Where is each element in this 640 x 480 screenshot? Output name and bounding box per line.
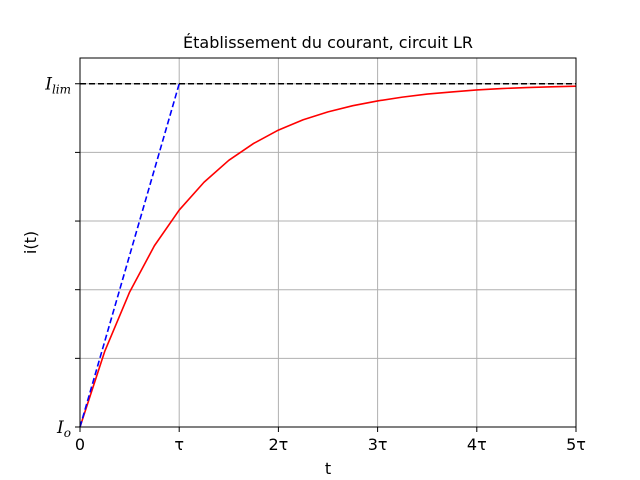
y-tick-label: Io bbox=[56, 418, 71, 440]
x-axis-label: t bbox=[325, 459, 331, 478]
series-line-1 bbox=[79, 83, 180, 428]
x-tick-label: 3τ bbox=[368, 435, 388, 454]
chart-title: Établissement du courant, circuit LR bbox=[183, 33, 473, 52]
x-tick-label: 0 bbox=[75, 435, 85, 454]
y-tick-label-sub: o bbox=[64, 426, 71, 440]
y-tick-label-main: I bbox=[56, 418, 64, 438]
x-tick-label: 2τ bbox=[268, 435, 288, 454]
plot-frame bbox=[79, 57, 577, 428]
series-line-0 bbox=[79, 85, 577, 428]
x-tick-label: 4τ bbox=[467, 435, 487, 454]
y-tick-label-sub: lim bbox=[52, 83, 71, 97]
x-tick-label: 5τ bbox=[566, 435, 586, 454]
series-layer bbox=[79, 82, 577, 428]
y-tick-label: Ilim bbox=[44, 75, 71, 97]
y-axis-label: i(t) bbox=[21, 231, 40, 254]
y-tick-label-main: I bbox=[44, 75, 52, 95]
x-tick-label: τ bbox=[174, 435, 184, 454]
